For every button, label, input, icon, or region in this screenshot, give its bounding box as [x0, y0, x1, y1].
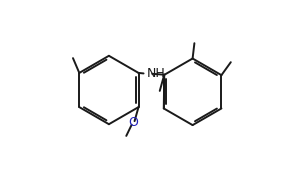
Text: O: O [128, 116, 138, 129]
Text: NH: NH [147, 67, 166, 80]
